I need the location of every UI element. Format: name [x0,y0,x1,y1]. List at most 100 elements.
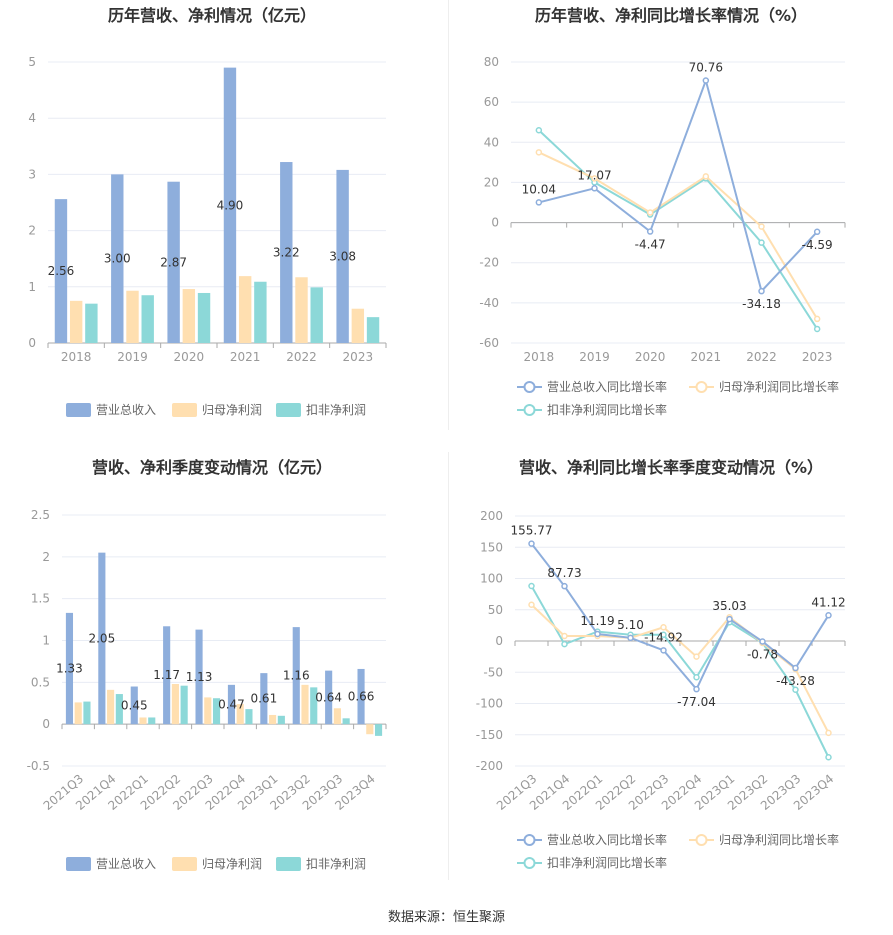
y-tick-label: 40 [484,135,499,149]
legend-marker [695,834,708,846]
bar-data-label: 3.08 [329,249,356,263]
bar-revenue [227,684,236,725]
y-tick-label: -150 [476,728,503,742]
bar-revenue [223,67,237,344]
series-point-1 [646,228,654,235]
bar-deducted-profit [374,724,383,736]
chart-quarterly-growth-rate: 营收、净利同比增长率季度变动情况（%） -200 -150 -100 -50 0 50 100… [449,452,893,892]
legend-marker [523,834,536,846]
series-point-3 [535,126,543,134]
bar-deducted-profit [366,317,380,343]
line-data-label: 87.73 [547,566,581,580]
bar-data-label: 1.17 [153,668,180,682]
x-tick-label: 2018 [524,350,555,364]
x-tick-label: 2020 [174,350,205,364]
bar-data-label: 0.61 [250,692,277,706]
bar-revenue [167,181,180,343]
bar-deducted-profit [83,701,91,725]
bar-net-profit [182,289,196,343]
line-data-label: 155.77 [511,524,553,538]
bar-deducted-profit [310,287,323,343]
x-tick-label: 2021 [230,350,261,364]
bar-net-profit [236,704,244,725]
bar-revenue [65,612,74,725]
series-point-2 [758,223,765,230]
series-point-2 [591,175,598,182]
series-point-2 [646,209,654,216]
line-data-label: -77.04 [677,695,716,709]
line-data-label: -4.47 [635,238,666,252]
legend-marker [523,381,536,393]
bar-data-label: 2.05 [88,631,115,645]
y-tick-label: 200 [480,509,503,523]
series-point-1 [660,647,667,654]
series-point-3 [528,582,535,590]
chart-annual-bar-svg: 历年营收、净利情况（亿元） 0 1 2 3 4 5 2018 2019 2020 2021 2022 2… [28,6,387,417]
bar-revenue [325,670,333,725]
series-line-2 [538,151,819,320]
bar-net-profit [171,684,179,725]
line-data-label: -34.18 [742,297,781,311]
series-point-2 [813,315,821,323]
y-tick-label: 0.5 [31,675,50,689]
x-tick-label: 2019 [117,350,148,364]
divider-bottom [448,452,449,880]
bar-revenue [260,673,268,725]
series-point-2 [535,149,543,156]
bar-revenue [54,199,68,343]
x-tick-label: 2020 [635,350,666,364]
line-data-label: 17.07 [577,168,611,182]
chart-title: 历年营收、净利情况（亿元） [108,6,316,25]
series-point-2 [693,653,700,660]
y-tick-label: -50 [483,665,503,679]
legend-label: 营业总收入 [96,403,156,417]
x-tick-label: 2022 [286,350,317,364]
bar-net-profit [333,708,341,725]
y-tick-label: 4 [28,111,36,125]
bar-data-label: 2.87 [160,255,187,269]
y-tick-label: 2.5 [31,508,50,522]
legend-swatch [66,857,91,871]
series-point-2 [660,624,667,631]
series-point-1 [813,228,821,236]
legend-label: 营业总收入同比增长率 [547,832,667,847]
bar-data-label: 1.13 [186,670,213,684]
chart-annual-growth-rate: 历年营收、净利同比增长率情况（%） -60 -40 -20 0 20 40 60 80 2018 2… [449,0,893,430]
line-data-label: 41.12 [811,595,845,609]
x-tick-label: 2018 [61,350,92,364]
bar-net-profit [295,277,308,343]
bar-data-label: 0.66 [348,690,375,704]
y-tick-label: 5 [28,55,36,69]
bar-revenue [357,668,365,725]
series-point-1 [528,540,535,547]
bar-net-profit [107,689,115,725]
legend-label: 扣非净利润同比增长率 [547,402,667,417]
legend-marker [523,404,536,416]
series-point-1 [758,287,765,295]
x-tick-label: 2019 [579,350,610,364]
series-point-2 [528,601,535,608]
y-tick-label: -100 [476,697,503,711]
legend-label: 归母净利润同比增长率 [719,379,839,394]
chart-annual-line-svg: 历年营收、净利同比增长率情况（%） -60 -40 -20 0 20 40 60 80 2018 2… [479,6,846,417]
line-data-label: 5.10 [617,618,644,632]
y-tick-label: 1 [28,280,36,294]
bar-revenue [98,552,106,725]
bar-data-label: 3.22 [273,246,300,260]
series-point-2 [825,729,832,737]
bar-net-profit [238,276,252,343]
bar-net-profit [366,724,374,735]
y-tick-label: 150 [480,540,503,554]
legend-label: 扣非净利润 [306,857,366,871]
y-tick-label: -20 [479,256,499,270]
bar-data-label: 2.56 [48,264,75,278]
bar-data-label: 3.00 [104,252,131,266]
y-tick-label: -40 [479,296,499,310]
series-point-3 [792,686,799,693]
line-data-label: -4.59 [802,238,833,252]
series-point-1 [561,582,568,590]
series-point-3 [561,640,568,648]
legend-swatch [276,857,301,871]
bar-deducted-profit [212,698,221,725]
bar-revenue [195,629,203,725]
